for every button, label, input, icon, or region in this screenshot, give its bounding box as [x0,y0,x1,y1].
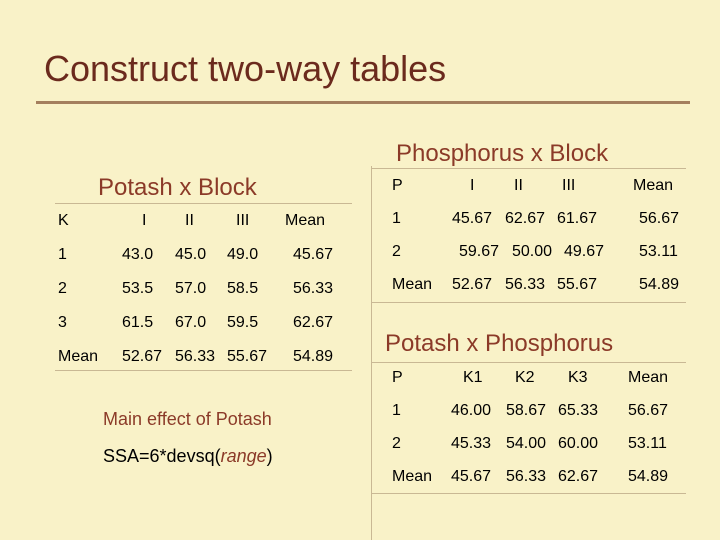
main-effect-label: Main effect of Potash [103,409,272,429]
formula-argument: range [220,446,267,466]
potash-phosphorus-top-border [372,362,686,363]
header-cell: K1 [463,369,483,386]
formula-prefix: SSA=6*devsq( [103,446,221,466]
cell: 59.5 [227,314,259,331]
title-underline [36,101,690,104]
cell: 56.33 [175,348,216,365]
row-label: 1 [58,246,67,263]
cell: 56.33 [506,467,547,485]
table-header-row: P I II III Mean [392,169,686,202]
cell: 45.67 [293,246,334,263]
cell: 45.67 [451,467,492,485]
cell: 49.0 [227,246,259,263]
cell: 60.00 [558,434,599,452]
cell: 67.0 [175,314,207,331]
cell: 46.00 [451,401,492,419]
row-label: 2 [392,242,401,260]
potash-block-caption: Potash x Block [98,174,257,201]
header-cell: II [514,176,523,194]
cell: 62.67 [293,314,334,331]
header-cell: P [392,369,403,386]
cell: 45.33 [451,434,492,452]
cell: 59.67 [459,242,500,260]
phosphorus-block-table: P I II III Mean 1 45.67 62.67 61.67 56.6… [392,169,686,301]
table-row: 2 59.67 50.00 49.67 53.11 [392,235,686,268]
row-label: 1 [392,209,401,227]
table-row: Mean 52.67 56.33 55.67 54.89 [392,268,686,301]
cell: 54.89 [293,348,334,365]
table-row: 1 45.67 62.67 61.67 56.67 [392,202,686,235]
formula-suffix: ) [266,446,273,466]
table-row: 2 45.33 54.00 60.00 53.11 [392,427,686,460]
cell: 56.67 [628,401,669,419]
potash-block-top-border [55,203,352,204]
slide-title: Construct two-way tables [44,48,447,89]
potash-block-bottom-border [55,370,352,371]
potash-block-table: K I II III Mean 1 43.0 45.0 49.0 45.67 2… [58,204,358,374]
table-row: 2 53.5 57.0 58.5 56.33 [58,272,358,306]
cell: 49.67 [564,242,605,260]
row-label: 2 [392,434,401,452]
cell: 56.33 [505,275,546,293]
header-cell: Mean [628,369,669,386]
table-row: Mean 45.67 56.33 62.67 54.89 [392,460,686,493]
phosphorus-block-bottom-border [372,302,686,303]
header-cell: Mean [633,176,674,194]
header-cell: II [185,212,194,229]
row-label: 1 [392,401,401,419]
column-divider [371,166,372,540]
cell: 45.0 [175,246,207,263]
cell: 55.67 [227,348,268,365]
cell: 54.00 [506,434,547,452]
row-label: 3 [58,314,67,331]
header-cell: III [236,212,250,229]
cell: 54.89 [639,275,680,293]
cell: 56.33 [293,280,334,297]
cell: 62.67 [505,209,546,227]
header-cell: K3 [568,369,588,386]
header-cell: III [562,176,576,194]
table-row: Mean 52.67 56.33 55.67 54.89 [58,340,358,374]
header-cell: K [58,212,69,229]
table-row: 1 43.0 45.0 49.0 45.67 [58,238,358,272]
ssa-formula: SSA=6*devsq(range) [103,446,273,467]
cell: 50.00 [512,242,553,260]
cell: 61.5 [122,314,154,331]
cell: 61.67 [557,209,598,227]
header-cell: P [392,176,403,194]
row-label: Mean [392,467,433,485]
potash-phosphorus-caption: Potash x Phosphorus [385,330,614,357]
table-header-row: K I II III Mean [58,204,358,238]
row-label: Mean [392,275,433,293]
cell: 65.33 [558,401,599,419]
row-label: 2 [58,280,67,297]
table-row: 1 46.00 58.67 65.33 56.67 [392,394,686,427]
cell: 52.67 [122,348,163,365]
cell: 53.11 [639,242,678,260]
phosphorus-block-caption: Phosphorus x Block [396,140,609,167]
header-cell: Mean [285,212,326,229]
cell: 62.67 [558,467,599,485]
cell: 58.5 [227,280,259,297]
cell: 53.5 [122,280,154,297]
header-cell: K2 [515,369,535,386]
table-row: 3 61.5 67.0 59.5 62.67 [58,306,358,340]
cell: 53.11 [628,434,667,452]
phosphorus-block-top-border [372,168,686,169]
cell: 58.67 [506,401,547,419]
table-header-row: P K1 K2 K3 Mean [392,362,686,394]
cell: 43.0 [122,246,154,263]
cell: 54.89 [628,467,669,485]
header-cell: I [470,176,475,194]
header-cell: I [142,212,147,229]
potash-phosphorus-table: P K1 K2 K3 Mean 1 46.00 58.67 65.33 56.6… [392,362,686,493]
cell: 56.67 [639,209,680,227]
cell: 45.67 [452,209,493,227]
row-label: Mean [58,348,99,365]
potash-phosphorus-bottom-border [372,493,686,494]
cell: 57.0 [175,280,207,297]
cell: 52.67 [452,275,493,293]
cell: 55.67 [557,275,598,293]
